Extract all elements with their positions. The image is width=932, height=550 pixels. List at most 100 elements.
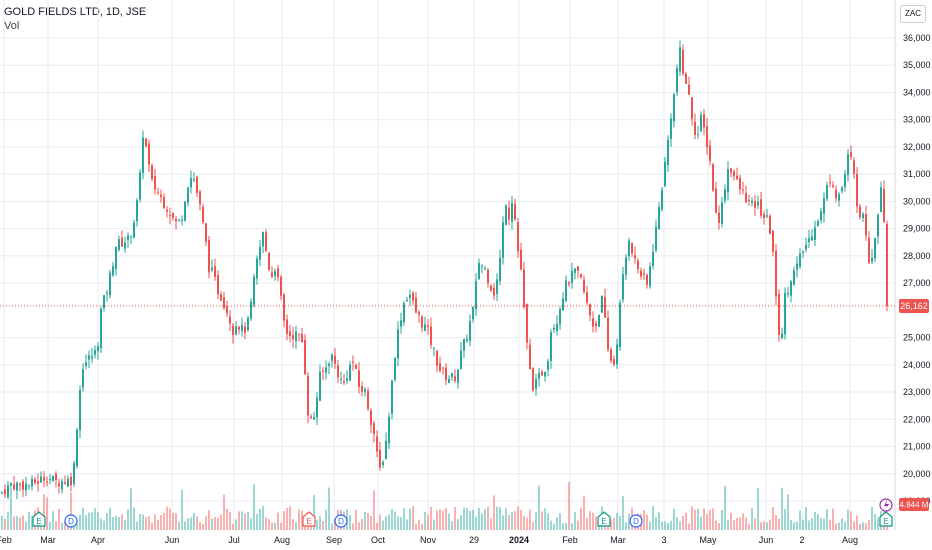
candle-body <box>16 482 18 491</box>
lightning-icon[interactable] <box>879 498 893 512</box>
candle-body <box>703 114 705 128</box>
volume-bar <box>799 510 801 530</box>
candle-body <box>517 222 519 252</box>
volume-bar <box>526 517 528 530</box>
candle-body <box>643 273 645 275</box>
volume-bar <box>334 518 336 530</box>
candle-body <box>421 316 423 328</box>
candle-body <box>64 482 66 484</box>
candle-body <box>484 268 486 270</box>
candle-body <box>715 188 717 213</box>
currency-button[interactable]: ZAC <box>900 5 926 23</box>
volume-bar <box>166 506 168 530</box>
volume-bar <box>850 511 852 530</box>
volume-bar <box>88 512 90 530</box>
volume-bar <box>115 515 117 530</box>
volume-bar <box>460 515 462 530</box>
volume-bar <box>16 515 18 530</box>
volume-bar <box>619 515 621 530</box>
candle-body <box>28 485 30 487</box>
candle-body <box>667 139 669 165</box>
candle-body <box>514 203 516 220</box>
candle-body <box>550 332 552 361</box>
candle-body <box>613 359 615 365</box>
volume-bar <box>226 508 228 530</box>
candle-body <box>166 209 168 212</box>
candle-body <box>571 270 573 283</box>
dividend-marker[interactable]: D <box>334 514 348 528</box>
candle-body <box>76 429 78 467</box>
volume-bar <box>706 514 708 530</box>
candle-body <box>808 238 810 243</box>
volume-bar <box>205 516 207 530</box>
candle-body <box>493 287 495 296</box>
volume-bar <box>400 517 402 530</box>
candle-body <box>358 370 360 387</box>
dividend-marker[interactable]: D <box>629 514 643 528</box>
earnings-marker[interactable]: E <box>597 511 611 527</box>
candle-body <box>250 301 252 319</box>
candle-body <box>418 311 420 315</box>
volume-bar <box>664 521 666 530</box>
last-volume-label: 4.844 M <box>900 501 929 510</box>
x-tick-label: 2024 <box>509 535 529 545</box>
volume-bar <box>223 494 225 530</box>
volume-bar <box>232 523 234 530</box>
candle-body <box>100 308 102 349</box>
volume-bar <box>769 519 771 530</box>
candle-body <box>502 222 504 258</box>
candle-body <box>499 258 501 282</box>
candle-body <box>367 390 369 409</box>
volume-bar <box>142 514 144 530</box>
candle-body <box>4 489 6 495</box>
candle-body <box>565 280 567 301</box>
volume-bar <box>760 522 762 530</box>
candle-body <box>232 325 234 335</box>
earnings-marker[interactable]: E <box>879 511 893 527</box>
earnings-marker[interactable]: E <box>302 511 316 527</box>
candle-body <box>376 436 378 452</box>
earnings-marker[interactable]: E <box>32 511 46 527</box>
candle-body <box>718 212 720 223</box>
candle-body <box>658 207 660 230</box>
volume-bar <box>673 508 675 530</box>
candle-body <box>79 390 81 431</box>
x-tick-label: 29 <box>469 535 479 545</box>
dividend-marker[interactable]: D <box>64 514 78 528</box>
candle-body <box>598 314 600 327</box>
volume-bar <box>490 518 492 530</box>
candle-body <box>622 274 624 300</box>
candle-body <box>253 276 255 305</box>
candle-body <box>85 362 87 366</box>
volume-bar <box>577 520 579 530</box>
candle-body <box>433 347 435 349</box>
volume-bar <box>658 512 660 530</box>
x-tick-label: 2 <box>799 535 804 545</box>
volume-bar <box>370 516 372 530</box>
candle-body <box>142 137 144 173</box>
candle-body <box>577 266 579 271</box>
volume-bar <box>835 523 837 530</box>
volume-bar <box>523 515 525 530</box>
candle-body <box>217 275 219 295</box>
y-tick-label: 29,000 <box>903 224 931 234</box>
candle-body <box>706 126 708 148</box>
volume-bar <box>316 520 318 530</box>
volume-bar <box>847 509 849 530</box>
candle-body <box>298 334 300 336</box>
candle-body <box>544 371 546 377</box>
volume-bar <box>118 516 120 530</box>
candle-body <box>187 187 189 203</box>
candle-body <box>679 47 681 72</box>
candle-body <box>280 276 282 296</box>
x-tick-label: Feb <box>0 535 12 545</box>
volume-bar <box>280 522 282 530</box>
volume-bar <box>616 512 618 530</box>
candle-body <box>226 306 228 314</box>
candle-body <box>736 175 738 180</box>
candle-body <box>811 236 813 241</box>
candle-body <box>805 244 807 250</box>
volume-bar <box>64 521 66 530</box>
candle-body <box>262 231 264 247</box>
